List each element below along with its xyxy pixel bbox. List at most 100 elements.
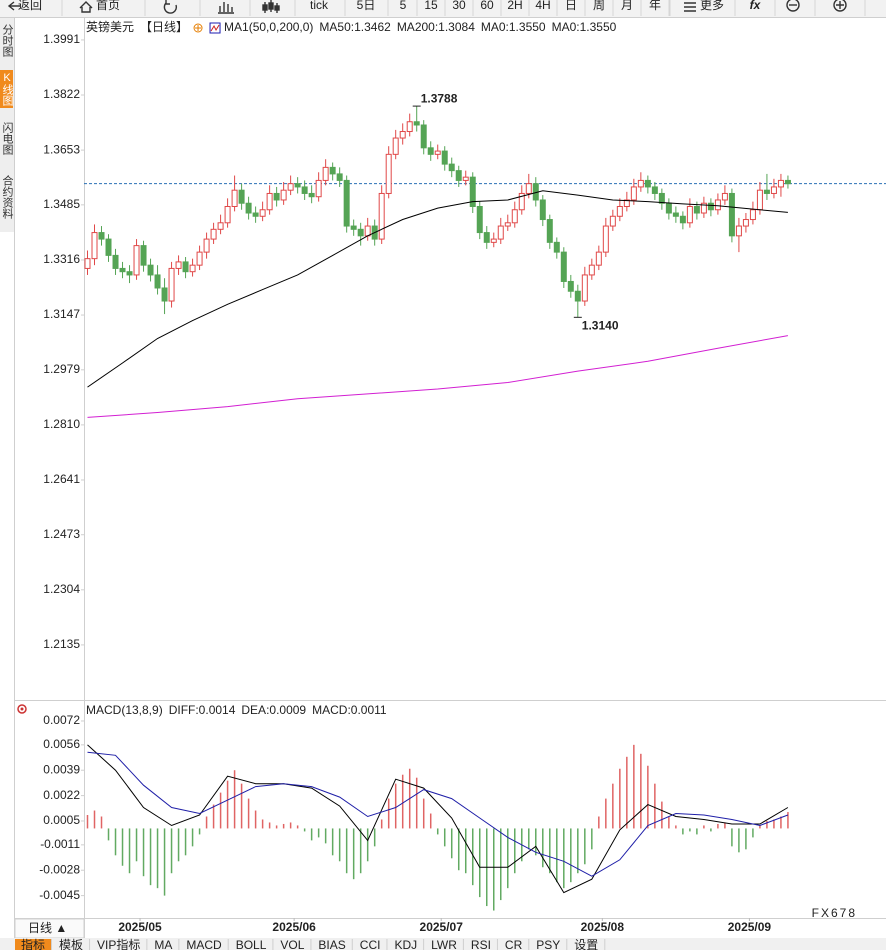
toolbar-item[interactable]: 首页 — [96, 0, 120, 12]
x-tick-label: 2025/08 — [581, 920, 625, 934]
indicator-tab[interactable]: CCI — [360, 938, 381, 950]
indicator-tab[interactable]: 设置 — [574, 938, 598, 950]
sidebar-tab[interactable]: 合约资料 — [1, 175, 13, 219]
toolbar-item[interactable]: 2H — [507, 0, 522, 12]
macd-bar — [219, 792, 222, 829]
macd-bar — [373, 828, 376, 847]
macd-bar — [240, 783, 243, 829]
candle-body — [469, 176, 476, 207]
y-tick-label: 0.0039 — [43, 762, 80, 776]
candle-body — [476, 205, 483, 234]
macd-bar — [780, 816, 782, 829]
macd-bar — [429, 813, 432, 829]
add-icon[interactable] — [193, 23, 203, 33]
indicator-tab[interactable]: MA — [154, 938, 172, 950]
toolbar-item[interactable]: 周 — [593, 0, 605, 12]
indicator-tab[interactable]: BIAS — [318, 938, 345, 950]
candle-body — [742, 219, 749, 227]
candle-body-icon — [268, 2, 274, 10]
indicator-tab-bg — [91, 939, 147, 950]
macd-bar — [535, 828, 537, 856]
candle-body — [238, 189, 245, 204]
macd-bar — [226, 780, 229, 829]
period-label: 【日线】 — [140, 20, 188, 34]
macd-bar — [696, 828, 698, 835]
toolbar-item[interactable]: 60 — [480, 0, 494, 12]
candle-body — [686, 205, 693, 224]
indicator-tab[interactable]: 指标 — [21, 937, 45, 950]
toolbar-item[interactable]: fx — [750, 0, 762, 12]
zoom-out-icon[interactable] — [786, 0, 800, 12]
candle-body — [140, 245, 147, 266]
toolbar-item[interactable]: 5日 — [357, 0, 376, 12]
macd-bar — [584, 828, 586, 865]
toolbar-item[interactable]: 5 — [400, 0, 407, 12]
candle-body — [777, 179, 784, 188]
macd-bar — [345, 828, 348, 874]
indicator-tab[interactable]: KDJ — [394, 938, 417, 950]
instrument-title: 英镑美元 — [86, 19, 134, 34]
toolbar-item[interactable]: 年 — [649, 0, 661, 12]
candle-body — [770, 186, 777, 194]
candle-body — [672, 212, 679, 217]
toolbar-item[interactable]: 更多 — [700, 0, 724, 12]
macd-bar — [619, 768, 621, 829]
candle-body — [203, 238, 210, 253]
macd-bar — [303, 828, 306, 832]
macd-bar — [500, 828, 502, 901]
candle-body — [91, 232, 98, 260]
toolbar-item[interactable]: 月 — [621, 0, 633, 12]
macd-line — [87, 751, 789, 877]
macd-bar — [682, 828, 684, 835]
macd-bar — [675, 825, 677, 829]
sidebar-tab[interactable]: K线图 — [0, 70, 13, 108]
indicator-tab[interactable]: RSI — [471, 938, 491, 950]
zoom-in-plus — [836, 1, 844, 9]
indicator-tab[interactable]: LWR — [431, 938, 457, 950]
sidebar-tab[interactable]: 分时图 — [1, 24, 13, 57]
macd-bar — [268, 822, 271, 829]
macd-bar — [647, 765, 649, 829]
macd-bar — [478, 828, 481, 898]
indicator-tab[interactable]: VOL — [280, 938, 304, 950]
toolbar-item[interactable]: 返回 — [18, 0, 42, 12]
macd-bar — [436, 828, 439, 835]
y-tick-label: -0.0045 — [39, 888, 80, 902]
indicator-tab[interactable]: CR — [505, 938, 523, 950]
candle-body — [301, 186, 308, 194]
toolbar-icons — [7, 0, 847, 14]
y-tick-label: 1.3991 — [43, 32, 80, 46]
indicator-tab-bg — [464, 939, 497, 950]
indicator-tab-bg — [15, 939, 52, 950]
indicator-tab[interactable]: MACD — [186, 938, 222, 950]
zoom-in-icon[interactable] — [833, 0, 847, 12]
candle-body — [707, 202, 714, 211]
y-tick-label: -0.0011 — [40, 837, 80, 851]
candle-body — [189, 264, 196, 273]
period-button[interactable]: 日线 ▲ — [28, 921, 67, 935]
candle-body — [721, 192, 728, 201]
candle-body — [133, 245, 140, 276]
macd-bar — [654, 783, 656, 829]
indicator-tab[interactable]: PSY — [536, 938, 560, 950]
macd-bar — [556, 828, 558, 883]
toolbar-item[interactable]: 30 — [452, 0, 466, 12]
toolbar-item[interactable]: 4H — [535, 0, 550, 12]
indicator-tab[interactable]: BOLL — [236, 938, 267, 950]
macd-settings-icon[interactable] — [17, 704, 27, 714]
candle-body — [651, 186, 658, 194]
toolbar-item[interactable]: tick — [310, 0, 329, 12]
macd-bar — [745, 828, 747, 850]
macd-bar — [717, 823, 719, 829]
indicator-tab[interactable]: VIP指标 — [97, 937, 140, 950]
macd-bar — [703, 825, 705, 829]
macd-bar — [661, 801, 663, 829]
toolbar-item[interactable]: 15 — [424, 0, 438, 12]
indicator-tab-bg — [425, 939, 463, 950]
toolbar-item[interactable]: 日 — [565, 0, 577, 12]
indicator-tab[interactable]: 模板 — [59, 938, 83, 950]
macd-bar — [324, 828, 327, 844]
candle-body — [105, 238, 112, 256]
sidebar-tab[interactable]: 闪电图 — [1, 122, 13, 155]
